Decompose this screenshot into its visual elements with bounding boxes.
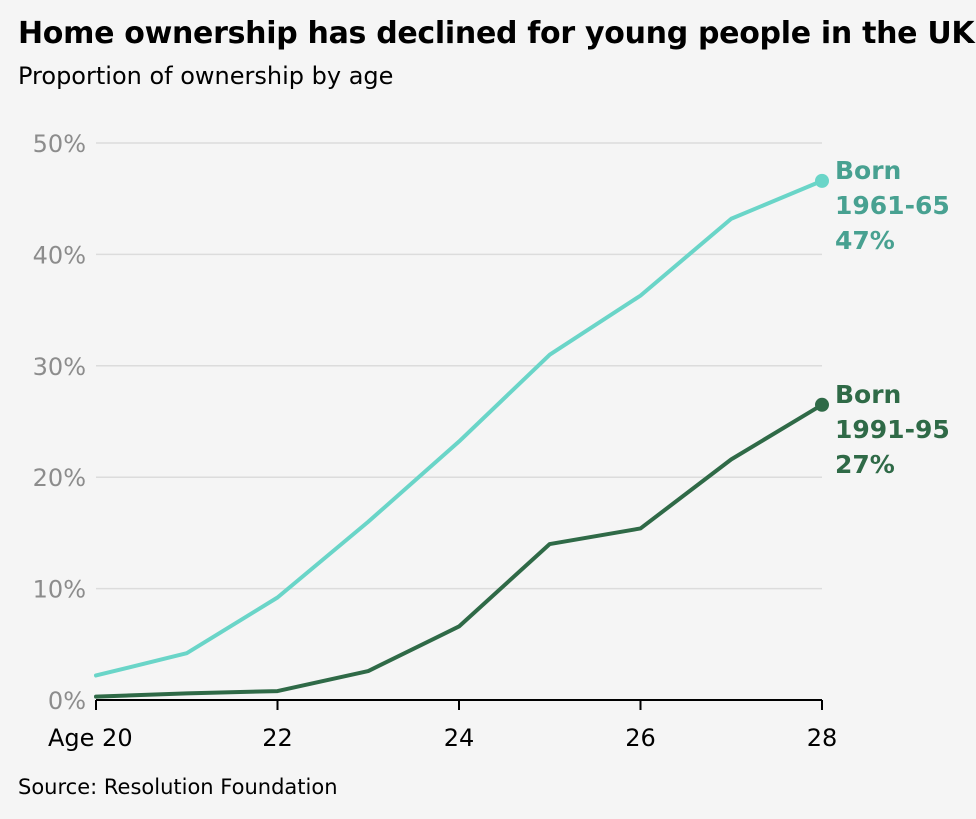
series-line-born-1961-65	[94, 178, 824, 678]
chart-subtitle: Proportion of ownership by age	[18, 62, 394, 90]
series-label-born-1961-65-line-1: Born	[835, 156, 901, 185]
x-tick-label-28: 28	[807, 724, 838, 752]
source-note: Source: Resolution Foundation	[18, 775, 338, 799]
y-tick-label-20: 20%	[33, 464, 86, 492]
series-line-born-1991-95	[94, 402, 824, 699]
x-tick-label-20: Age 20	[48, 724, 133, 752]
y-tick-label-40: 40%	[33, 241, 86, 269]
series-label-born-1961-65-line-2: 1961-65	[835, 191, 950, 220]
y-tick-label-0: 0%	[48, 687, 86, 715]
series-end-marker-born-1961-65	[815, 173, 829, 188]
x-tick-label-22: 22	[262, 724, 293, 752]
series-label-born-1961-65-line-3: 47%	[835, 226, 895, 255]
series-label-born-1991-95-line-3: 27%	[835, 450, 895, 479]
x-tick-label-26: 26	[625, 724, 656, 752]
y-tick-label-30: 30%	[33, 353, 86, 381]
series-label-born-1991-95-line-1: Born	[835, 380, 901, 409]
x-tick-label-24: 24	[444, 724, 475, 752]
series-label-born-1991-95-line-2: 1991-95	[835, 415, 950, 444]
y-tick-label-10: 10%	[33, 576, 86, 604]
y-tick-label-50: 50%	[33, 130, 86, 158]
chart-title: Home ownership has declined for young pe…	[18, 16, 975, 51]
series-end-marker-born-1991-95	[815, 397, 829, 412]
